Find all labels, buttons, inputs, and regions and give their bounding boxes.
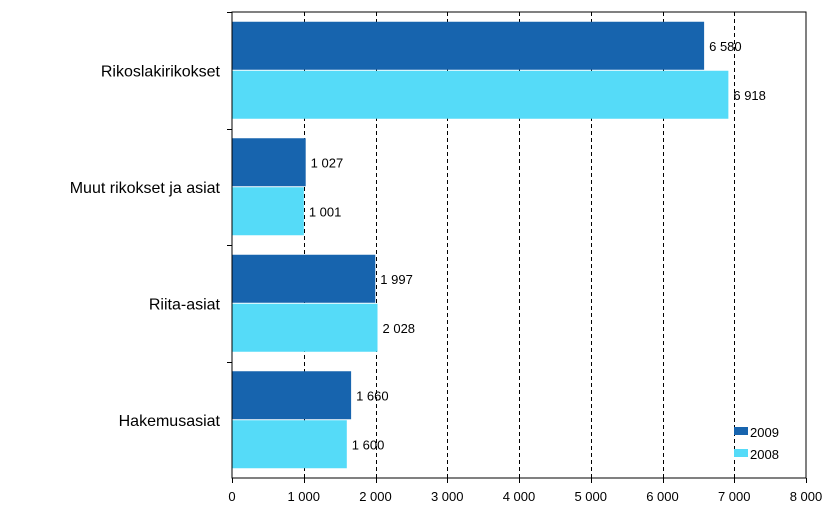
x-tick-label: 5 000 <box>574 489 607 504</box>
bar-2008 <box>232 70 729 119</box>
legend-label: 2009 <box>750 425 779 440</box>
data-label: 2 028 <box>383 321 416 336</box>
bar-2008 <box>232 187 304 236</box>
data-label: 1 660 <box>356 388 389 403</box>
x-tick-label: 2 000 <box>359 489 392 504</box>
data-label: 6 580 <box>709 39 742 54</box>
x-tick-label: 1 000 <box>287 489 320 504</box>
x-tick-label: 6 000 <box>646 489 679 504</box>
bar-2009 <box>232 371 352 420</box>
labels: 0 1 000 2 000 3 000 4 000 5 000 6 000 7 000 8 00… <box>70 39 823 504</box>
bar-2009 <box>232 21 705 70</box>
x-tick-label: 7 000 <box>718 489 751 504</box>
bar-2008 <box>232 420 347 469</box>
x-tick-label: 3 000 <box>431 489 464 504</box>
category-label: Rikoslakirikokset <box>101 63 221 80</box>
category-label: Muut rikokset ja asiat <box>70 180 221 197</box>
legend-label: 2008 <box>750 447 779 462</box>
bar-2008 <box>232 303 378 352</box>
bar-2009 <box>232 254 376 303</box>
bar-2009 <box>232 138 306 187</box>
bars <box>232 21 729 469</box>
category-label: Hakemusasiat <box>119 413 221 430</box>
data-label: 1 600 <box>352 437 385 452</box>
x-tick-label: 4 000 <box>503 489 536 504</box>
legend-swatch-2008 <box>734 449 748 457</box>
data-label: 1 997 <box>380 272 413 287</box>
data-label: 6 918 <box>733 88 766 103</box>
legend: 2009 2008 <box>734 425 779 462</box>
category-label: Riita-asiat <box>149 296 221 313</box>
x-tick-label: 8 000 <box>790 489 823 504</box>
x-tick-label: 0 <box>228 489 235 504</box>
plot-border <box>231 11 807 479</box>
data-label: 1 027 <box>311 155 344 170</box>
legend-swatch-2009 <box>734 427 748 435</box>
data-label: 1 001 <box>309 204 342 219</box>
